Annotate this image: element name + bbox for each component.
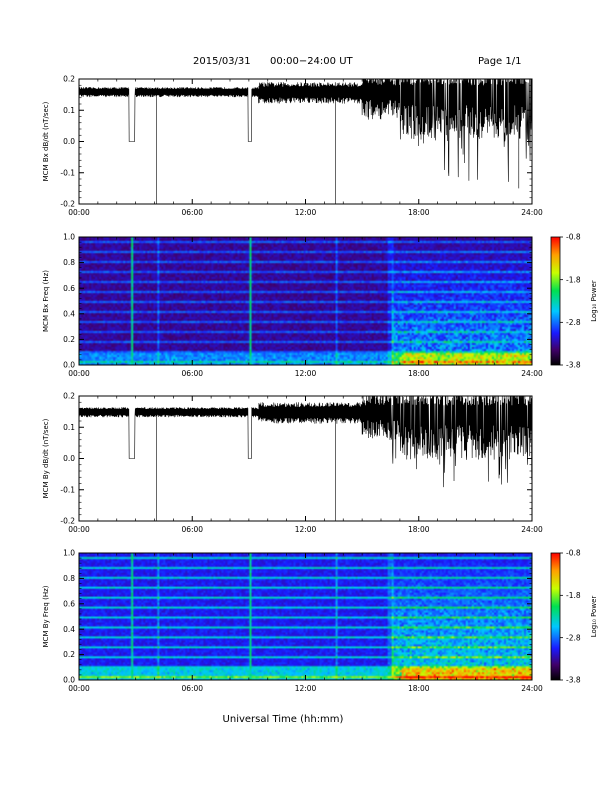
header-range: 00:00−24:00 UT [270, 56, 354, 67]
bx-freq-ylabel: MCM Bx Freq (Hz) [42, 270, 50, 332]
x-tick-label: 18:00 [408, 208, 430, 217]
y-tick-label: 0.2 [63, 75, 75, 84]
y-tick-label: 0.2 [63, 650, 75, 659]
by-dbdt-trace [78, 395, 533, 521]
bx-spectrogram-image [79, 237, 532, 365]
colorbar-by: -0.8 -1.8 -2.8 -3.8 Log₁₀ Power [550, 549, 598, 685]
x-tick-label: 06:00 [181, 525, 203, 534]
colorbar-tick-label: -1.8 [566, 591, 581, 600]
y-tick-label: 0.6 [63, 599, 75, 608]
y-tick-label: 0.1 [63, 106, 75, 115]
colorbar-tick-label: -0.8 [566, 233, 581, 242]
y-tick-label: 0.2 [63, 335, 75, 344]
panel-bx-dbdt: 0.2 0.1 0.0 -0.1 -0.2 00:00 06:00 12:00 18:00 24… [42, 75, 543, 217]
x-tick-label: 06:00 [181, 208, 203, 217]
panel-by-dbdt: 0.2 0.1 0.0 -0.1 -0.2 00:00 06:00 12:00 18:00 24… [42, 392, 543, 534]
x-tick-label: 12:00 [295, 525, 317, 534]
colorbar-tick-label: -1.8 [566, 275, 581, 284]
spectrogram-pixels [79, 237, 532, 365]
y-tick-label: 1.0 [63, 233, 75, 242]
x-tick-label: 24:00 [521, 369, 543, 378]
by-dbdt-x-ticks: 00:00 06:00 12:00 18:00 24:00 [68, 396, 543, 534]
colorbar-tick-label: -2.8 [566, 633, 581, 642]
dbdt-series-line [78, 78, 533, 204]
y-tick-label: 0.0 [63, 361, 75, 370]
x-tick-label: 24:00 [521, 684, 543, 693]
bx-dbdt-x-ticks: 00:00 06:00 12:00 18:00 24:00 [68, 79, 543, 217]
colorbar-tick-label: -3.8 [566, 676, 581, 685]
x-tick-label: 06:00 [181, 684, 203, 693]
colorbar-by-bar [550, 552, 561, 681]
bx-dbdt-y-ticks: 0.2 0.1 0.0 -0.1 -0.2 [60, 75, 532, 209]
x-tick-label: 24:00 [521, 208, 543, 217]
x-tick-label: 12:00 [295, 208, 317, 217]
colorbar-bx: -0.8 -1.8 -2.8 -3.8 Log₁₀ Power [550, 233, 598, 370]
y-tick-label: -0.1 [60, 168, 75, 177]
x-tick-label: 18:00 [408, 369, 430, 378]
x-tick-label: 00:00 [68, 369, 90, 378]
by-spectrogram-image [79, 553, 532, 680]
y-tick-label: 0.2 [63, 392, 75, 401]
bx-dbdt-ylabel: MCM Bx dB/dt (nT/sec) [42, 101, 50, 181]
x-tick-label: 12:00 [295, 684, 317, 693]
x-tick-label: 00:00 [68, 525, 90, 534]
colorbar-by-label: Log₁₀ Power [590, 596, 598, 638]
by-dbdt-y-ticks: 0.2 0.1 0.0 -0.1 -0.2 [60, 392, 532, 526]
colorbar-bx-label: Log₁₀ Power [590, 280, 598, 322]
y-tick-label: -0.2 [60, 517, 75, 526]
y-tick-label: -0.2 [60, 200, 75, 209]
y-tick-label: 0.0 [63, 676, 75, 685]
y-tick-label: 0.8 [63, 258, 75, 267]
y-tick-label: 0.0 [63, 137, 75, 146]
x-tick-label: 12:00 [295, 369, 317, 378]
x-tick-label: 00:00 [68, 208, 90, 217]
header-page: Page 1/1 [478, 56, 521, 67]
x-tick-label: 06:00 [181, 369, 203, 378]
colorbar-tick-label: -3.8 [566, 361, 581, 370]
x-tick-label: 00:00 [68, 684, 90, 693]
colorbar-tick-label: -0.8 [566, 549, 581, 558]
bx-freq-x-ticks: 00:00 06:00 12:00 18:00 24:00 [68, 237, 543, 378]
by-freq-ylabel: MCM By Freq (Hz) [42, 585, 50, 647]
y-tick-label: 1.0 [63, 549, 75, 558]
spectrogram-pixels [79, 553, 532, 680]
y-tick-label: 0.4 [63, 625, 75, 634]
colorbar-bx-ticks: -0.8 -1.8 -2.8 -3.8 [560, 233, 581, 370]
x-tick-label: 24:00 [521, 525, 543, 534]
colorbar-tick-label: -2.8 [566, 318, 581, 327]
x-tick-label: 18:00 [408, 684, 430, 693]
y-tick-label: 0.6 [63, 284, 75, 293]
by-dbdt-ylabel: MCM By dB/dt (nT/sec) [42, 418, 50, 498]
y-tick-label: -0.1 [60, 485, 75, 494]
panel-by-spectrogram: 1.0 0.8 0.6 0.4 0.2 0.0 00:00 06:00 12:00 18:00 2… [42, 549, 543, 693]
header-date: 2015/03/31 [193, 56, 251, 67]
bx-dbdt-trace [78, 78, 533, 204]
by-freq-x-ticks: 00:00 06:00 12:00 18:00 24:00 [68, 553, 543, 693]
x-axis-label: Universal Time (hh:mm) [223, 714, 344, 725]
colorbar-by-ticks: -0.8 -1.8 -2.8 -3.8 [560, 549, 581, 685]
by-freq-y-ticks: 1.0 0.8 0.6 0.4 0.2 0.0 [63, 549, 532, 685]
x-tick-label: 18:00 [408, 525, 430, 534]
y-tick-label: 0.1 [63, 423, 75, 432]
colorbar-bx-bar [550, 236, 561, 366]
y-tick-label: 0.8 [63, 574, 75, 583]
panel-bx-spectrogram: 1.0 0.8 0.6 0.4 0.2 0.0 00:00 06:00 12:00 18:00 2… [42, 233, 543, 378]
y-tick-label: 0.0 [63, 454, 75, 463]
dbdt-series-line [78, 395, 533, 521]
y-tick-label: 0.4 [63, 309, 75, 318]
